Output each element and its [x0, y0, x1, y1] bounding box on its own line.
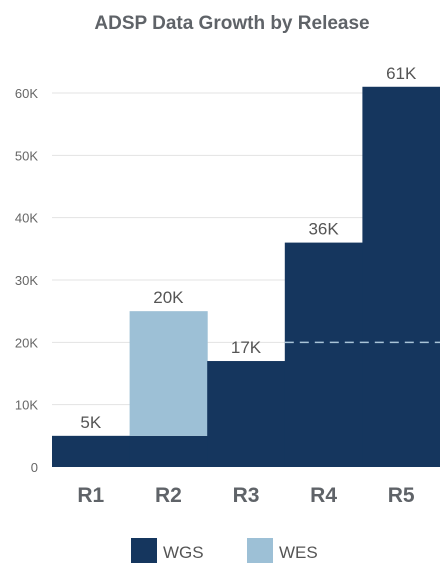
bar-wes-r2 [129, 311, 208, 436]
bar-wgs-r1 [52, 435, 131, 467]
y-axis-ticks: 0 10K 20K 30K 40K 50K 60K [15, 86, 38, 475]
bar-wgs-r2 [129, 435, 208, 467]
y-tick-label: 50K [15, 148, 38, 163]
legend: WGS WES [131, 538, 318, 563]
bar-wgs-r3 [207, 361, 286, 467]
y-tick-label: 40K [15, 211, 38, 226]
data-label: 5K [80, 413, 101, 432]
bar-wgs-r4 [284, 242, 363, 467]
legend-swatch-wgs [131, 538, 157, 563]
legend-label-wgs: WGS [163, 543, 204, 562]
x-tick-label: R4 [310, 484, 337, 507]
y-tick-label: 60K [15, 86, 38, 101]
x-tick-label: R1 [77, 484, 104, 507]
data-label: 20K [153, 288, 184, 307]
x-tick-label: R3 [233, 484, 260, 507]
x-tick-label: R2 [155, 484, 182, 507]
data-label: 61K [386, 64, 417, 83]
data-labels: 5K 20K 17K 36K 61K [80, 64, 417, 432]
bars [52, 86, 440, 468]
y-tick-label: 30K [15, 273, 38, 288]
data-label: 17K [231, 338, 262, 357]
data-label: 36K [308, 220, 339, 239]
bar-wgs-r5 [362, 86, 440, 468]
chart-title: ADSP Data Growth by Release [94, 13, 369, 34]
x-tick-label: R5 [388, 484, 415, 507]
y-tick-label: 0 [31, 460, 38, 475]
legend-label-wes: WES [279, 543, 318, 562]
x-axis-ticks: R1 R2 R3 R4 R5 [77, 484, 415, 507]
legend-swatch-wes [247, 538, 273, 563]
y-tick-label: 20K [15, 335, 38, 350]
y-tick-label: 10K [15, 398, 38, 413]
